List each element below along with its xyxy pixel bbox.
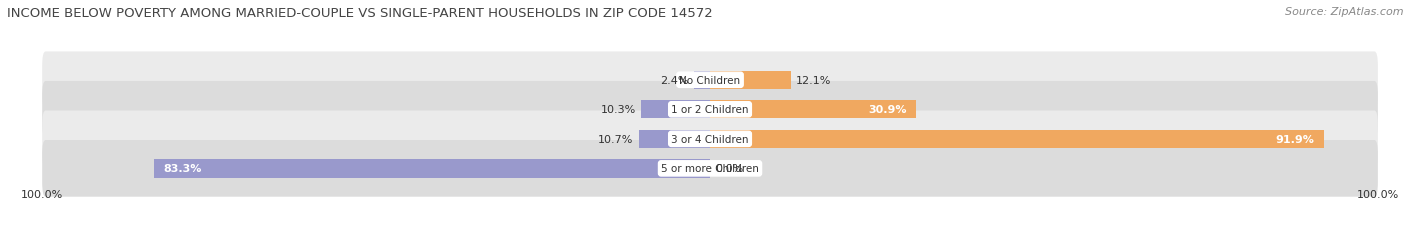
Text: Source: ZipAtlas.com: Source: ZipAtlas.com: [1285, 7, 1403, 17]
Text: 5 or more Children: 5 or more Children: [661, 164, 759, 174]
Bar: [638, 130, 710, 148]
Text: 91.9%: 91.9%: [1275, 134, 1313, 144]
Text: 0.0%: 0.0%: [716, 164, 744, 174]
Bar: [695, 71, 710, 90]
FancyBboxPatch shape: [42, 52, 1378, 109]
Text: INCOME BELOW POVERTY AMONG MARRIED-COUPLE VS SINGLE-PARENT HOUSEHOLDS IN ZIP COD: INCOME BELOW POVERTY AMONG MARRIED-COUPL…: [7, 7, 713, 20]
Text: 12.1%: 12.1%: [796, 76, 831, 85]
Text: 83.3%: 83.3%: [163, 164, 202, 174]
Text: No Children: No Children: [679, 76, 741, 85]
FancyBboxPatch shape: [42, 140, 1378, 197]
Bar: [641, 101, 710, 119]
Text: 30.9%: 30.9%: [868, 105, 907, 115]
Bar: [710, 101, 917, 119]
Bar: [710, 71, 790, 90]
Text: 3 or 4 Children: 3 or 4 Children: [671, 134, 749, 144]
Text: 2.4%: 2.4%: [661, 76, 689, 85]
Bar: [153, 160, 710, 178]
Text: 1 or 2 Children: 1 or 2 Children: [671, 105, 749, 115]
Text: 10.3%: 10.3%: [600, 105, 636, 115]
Text: 10.7%: 10.7%: [598, 134, 633, 144]
FancyBboxPatch shape: [42, 82, 1378, 138]
FancyBboxPatch shape: [42, 111, 1378, 167]
Bar: [710, 130, 1324, 148]
